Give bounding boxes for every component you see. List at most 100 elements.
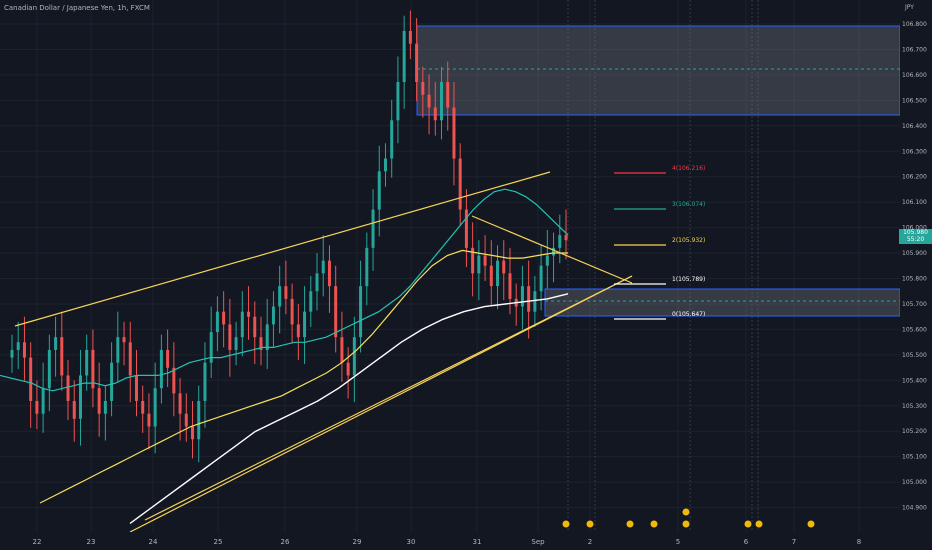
fib-level-label: 0(105.647) xyxy=(672,311,705,318)
chart-title: Canadian Dollar / Japanese Yen, 1h, FXCM xyxy=(4,4,150,12)
candle-body xyxy=(552,247,556,256)
x-tick-label: 31 xyxy=(473,538,482,546)
candle-body xyxy=(321,260,325,274)
supply-demand-zones xyxy=(416,25,900,317)
candle-body xyxy=(396,82,400,121)
y-tick-label: 106.500 xyxy=(902,97,927,104)
event-marker-icon[interactable] xyxy=(625,519,635,529)
candle-body xyxy=(533,291,537,312)
y-tick-label: 105.500 xyxy=(902,352,927,359)
moving-averages xyxy=(0,188,569,524)
fib-level-label: 2(105.932) xyxy=(672,237,705,244)
event-marker-icon[interactable] xyxy=(681,519,691,529)
candle-body xyxy=(496,260,500,287)
event-marker-icon[interactable] xyxy=(743,519,753,529)
event-marker-icon[interactable] xyxy=(561,519,571,529)
y-tick-label: 106.100 xyxy=(902,199,927,206)
candle-body xyxy=(415,43,419,82)
candle-body xyxy=(539,265,543,292)
candle-body xyxy=(265,324,269,350)
candle-body xyxy=(16,342,20,350)
y-tick-label: 105.300 xyxy=(902,403,927,410)
candlestick-series xyxy=(10,10,568,463)
trendline xyxy=(129,275,633,532)
x-tick-label: 2 xyxy=(588,538,592,546)
supply-zone xyxy=(416,25,900,116)
candle-body xyxy=(222,311,226,325)
trendline xyxy=(144,275,633,521)
bar-countdown: 55:20 xyxy=(906,236,925,243)
candle-body xyxy=(66,375,70,401)
candle-body xyxy=(203,362,207,401)
candle-body xyxy=(128,342,132,376)
candle-body xyxy=(85,349,89,376)
y-tick-label: 106.000 xyxy=(902,225,927,232)
candle-body xyxy=(433,107,437,121)
y-tick-label: 105.200 xyxy=(902,428,927,435)
price-axis[interactable]: 106.800 106.700 106.600 106.500 106.400 106.3… xyxy=(900,0,932,532)
current-price-tag: 105.980 55:20 xyxy=(899,229,932,244)
event-marker-icon[interactable] xyxy=(754,519,764,529)
candle-body xyxy=(72,400,76,419)
x-tick-label: 26 xyxy=(281,538,290,546)
current-price: 105.980 xyxy=(903,229,928,236)
candle-body xyxy=(327,260,331,287)
candle-body xyxy=(471,247,475,274)
candle-body xyxy=(477,255,481,274)
candle-body xyxy=(352,337,356,376)
x-tick-label: 22 xyxy=(33,538,42,546)
y-tick-label: 105.100 xyxy=(902,454,927,461)
candle-body xyxy=(340,337,344,363)
candle-body xyxy=(29,357,33,401)
candle-body xyxy=(421,82,425,95)
y-tick-label: 105.400 xyxy=(902,377,927,384)
candle-body xyxy=(209,332,213,363)
fib-level-label: 3(106.074) xyxy=(672,201,705,208)
candle-body xyxy=(383,158,387,172)
candle-body xyxy=(365,247,369,287)
candle-body xyxy=(153,388,157,427)
candle-body xyxy=(22,342,26,358)
time-axis[interactable]: 22 23 24 25 26 29 30 31 Sep 2 5 6 7 8 xyxy=(0,532,900,550)
candle-body xyxy=(147,413,151,427)
candle-body xyxy=(134,375,138,401)
economic-event-markers[interactable] xyxy=(561,507,816,529)
y-tick-label: 105.800 xyxy=(902,276,927,283)
x-tick-label: 5 xyxy=(676,538,680,546)
candle-body xyxy=(184,413,188,427)
candle-body xyxy=(103,400,107,414)
x-tick-label: 6 xyxy=(744,538,749,546)
ma-fast-line xyxy=(0,188,569,392)
candle-body xyxy=(234,337,238,350)
candle-body xyxy=(278,286,282,307)
trendlines xyxy=(14,171,633,532)
event-marker-icon[interactable] xyxy=(585,519,595,529)
candle-body xyxy=(290,298,294,325)
event-marker-icon[interactable] xyxy=(806,519,816,529)
candle-body xyxy=(303,311,307,338)
candle-body xyxy=(141,400,145,414)
chart-grid xyxy=(0,0,900,532)
candle-body xyxy=(564,235,568,241)
candle-body xyxy=(520,286,524,307)
event-marker-icon[interactable] xyxy=(681,507,691,517)
x-tick-label: 25 xyxy=(214,538,223,546)
price-chart[interactable]: 4(106.216) 3(106.074) 2(105.932) 1(105.789)… xyxy=(0,0,900,532)
candle-body xyxy=(296,324,300,338)
candle-body xyxy=(247,311,251,317)
y-tick-label: 106.800 xyxy=(902,21,927,28)
candle-body xyxy=(122,337,126,343)
candle-body xyxy=(60,337,64,376)
candle-body xyxy=(489,265,493,287)
event-marker-icon[interactable] xyxy=(649,519,659,529)
x-tick-label: 29 xyxy=(353,538,362,546)
trendline xyxy=(14,171,551,327)
candle-body xyxy=(545,255,549,266)
demand-zone xyxy=(544,288,900,317)
candle-body xyxy=(446,82,450,108)
candle-body xyxy=(191,426,195,440)
candle-body xyxy=(458,158,462,210)
candle-body xyxy=(377,171,381,210)
fib-levels: 4(106.216) 3(106.074) 2(105.932) 1(105.789)… xyxy=(614,165,705,320)
trendline xyxy=(471,215,633,284)
